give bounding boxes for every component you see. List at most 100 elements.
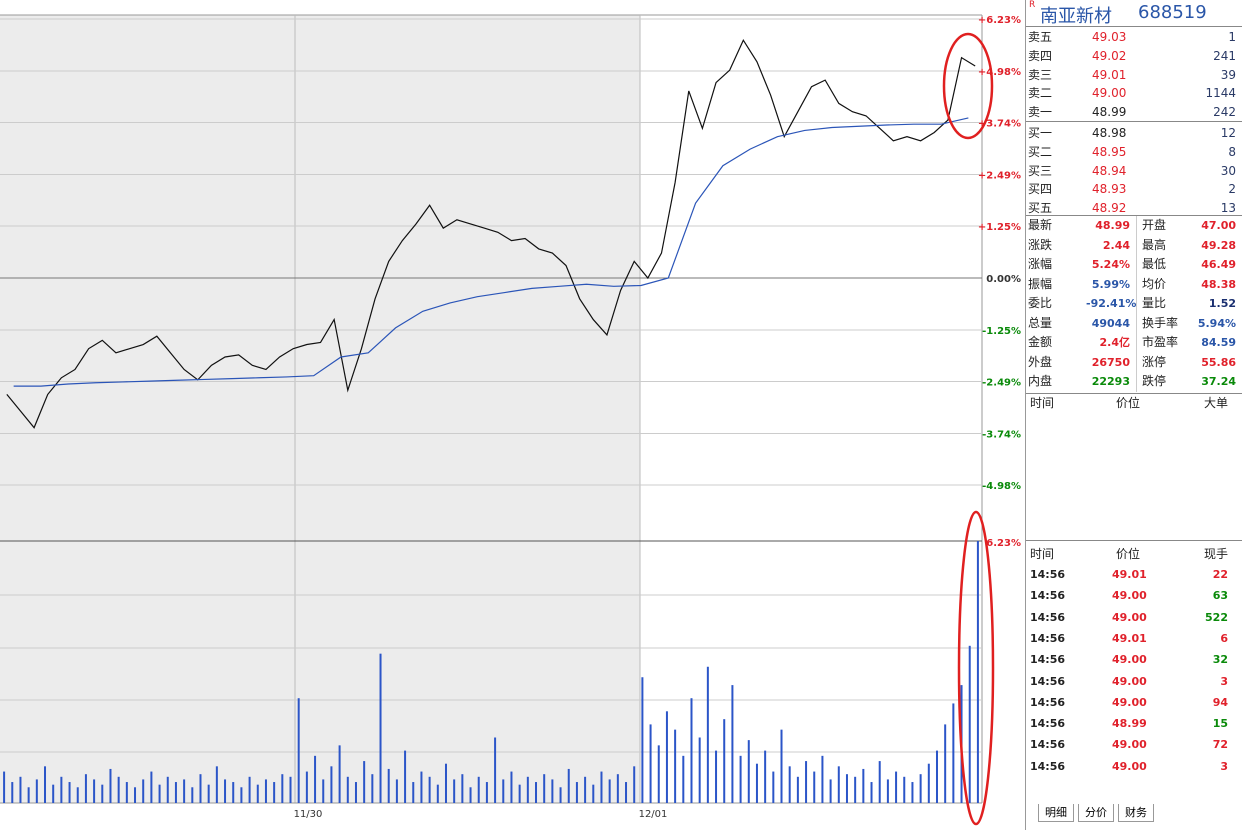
separator <box>1026 540 1242 541</box>
trade-time: 14:56 <box>1030 610 1066 624</box>
row: 时间 价位 现手 <box>1026 545 1242 563</box>
volume-bar <box>395 779 398 803</box>
volume-bar <box>60 776 63 803</box>
volume-bar <box>240 787 243 803</box>
separator <box>1026 121 1242 122</box>
row: 内盘 22293 跌停 37.24 <box>1026 372 1242 392</box>
volume-bar <box>3 771 6 803</box>
quote-label: 开盘 <box>1142 218 1167 232</box>
level-label: 买四 <box>1028 182 1053 197</box>
volume-bar <box>625 782 628 803</box>
volume-bar <box>870 782 873 803</box>
row: 卖四 49.02 241 <box>1026 47 1242 66</box>
volume-bar <box>706 666 709 803</box>
tab[interactable]: 分价 <box>1078 804 1114 822</box>
volume-bar <box>166 776 169 803</box>
level-label: 买一 <box>1028 126 1053 140</box>
y-tick-label: -2.49% <box>982 378 1021 389</box>
quote-label: 总量 <box>1028 315 1053 330</box>
volume-bar <box>755 763 758 803</box>
trade-time: 14:56 <box>1030 631 1066 645</box>
level-volume: 12 <box>1220 126 1236 140</box>
volume-bar <box>551 779 554 803</box>
y-tick-label: -4.98% <box>982 481 1021 492</box>
volume-bar <box>829 779 832 803</box>
row: 时间 价位 大单 <box>1026 394 1242 412</box>
tab[interactable]: 明细 <box>1038 804 1074 822</box>
volume-bar <box>927 763 930 803</box>
quote-label: 涨跌 <box>1028 237 1053 252</box>
volume-bar <box>665 711 668 803</box>
volume-bar <box>535 782 538 803</box>
volume-bar <box>101 784 104 803</box>
y-tick-label: +4.98% <box>978 67 1021 78</box>
quote-label: 最新 <box>1028 218 1053 232</box>
quote-label: 最低 <box>1142 257 1167 271</box>
volume-bar <box>518 784 521 803</box>
trade-time: 14:56 <box>1030 738 1066 752</box>
volume-bar <box>453 779 456 803</box>
volume-bar <box>649 724 652 803</box>
volume-bar <box>289 776 292 803</box>
volume-bar <box>354 782 357 803</box>
level-price: 48.92 <box>1092 201 1127 216</box>
trade-time: 14:56 <box>1030 568 1066 581</box>
volume-bar <box>911 782 914 803</box>
column-header: 大单 <box>1203 396 1228 410</box>
volume-bar <box>935 750 938 803</box>
level-price: 48.99 <box>1092 105 1127 120</box>
volume-bar <box>215 766 218 803</box>
volume-bar <box>412 782 415 803</box>
quote-label: 振幅 <box>1028 276 1053 291</box>
volume-bar <box>805 761 808 803</box>
column-header: 价位 <box>1116 396 1141 410</box>
level-label: 卖四 <box>1028 48 1053 63</box>
volume-bar <box>837 766 840 803</box>
average-line <box>13 117 969 387</box>
volume-bar <box>444 763 447 803</box>
trade-time: 14:56 <box>1030 759 1066 773</box>
trade-volume: 3 <box>1220 759 1228 773</box>
volume-bar <box>780 729 783 803</box>
column-header: 时间 <box>1030 547 1055 561</box>
volume-bar <box>338 745 341 803</box>
row: 卖二 49.00 1144 <box>1026 84 1242 103</box>
chart: 11/30 12/01 6.23% +6.23% +4.98% +3.74% +2.4… <box>0 14 1021 826</box>
y-tick-label: -1.25% <box>982 326 1021 337</box>
volume-bar <box>952 703 955 803</box>
volume-bar <box>232 782 235 803</box>
volume-bar <box>346 776 349 803</box>
quote-panel: R 南亚新材 688519 卖五 49.03 1 卖四 49.02 241 卖三 49.01 3… <box>1025 0 1242 830</box>
y-tick-label: +1.25% <box>978 222 1021 233</box>
volume-bar <box>52 784 55 803</box>
trade-volume: 22 <box>1212 568 1228 581</box>
level-volume: 39 <box>1220 67 1236 82</box>
volume-bar <box>813 771 816 803</box>
volume-bar <box>117 776 120 803</box>
trade-price: 49.01 <box>1112 568 1147 581</box>
volume-bar <box>895 771 898 803</box>
row: 买五 48.92 13 <box>1026 199 1242 218</box>
volume-bar <box>821 755 824 803</box>
level-price: 49.00 <box>1092 86 1127 101</box>
level-volume: 1144 <box>1205 86 1236 101</box>
row: 委比 -92.41% 量比 1.52 <box>1026 294 1242 314</box>
volume-bar <box>281 774 284 803</box>
volume-bar <box>682 755 685 803</box>
trade-volume: 94 <box>1212 695 1228 709</box>
volume-bar <box>330 766 333 803</box>
trade-volume: 72 <box>1212 738 1228 752</box>
tab[interactable]: 财务 <box>1118 804 1154 822</box>
quote-label: 换手率 <box>1142 315 1179 330</box>
volume-bar <box>84 774 87 803</box>
quote-label: 金额 <box>1028 335 1053 349</box>
y-tick-label: -3.74% <box>982 429 1021 440</box>
row: 买二 48.95 8 <box>1026 143 1242 162</box>
volume-bar <box>109 768 112 803</box>
volume-bar <box>723 719 726 803</box>
volume-bar <box>584 776 587 803</box>
row: 14:56 49.00 32 <box>1026 649 1242 670</box>
volume-bar <box>44 766 47 803</box>
volume-bar <box>633 766 636 803</box>
